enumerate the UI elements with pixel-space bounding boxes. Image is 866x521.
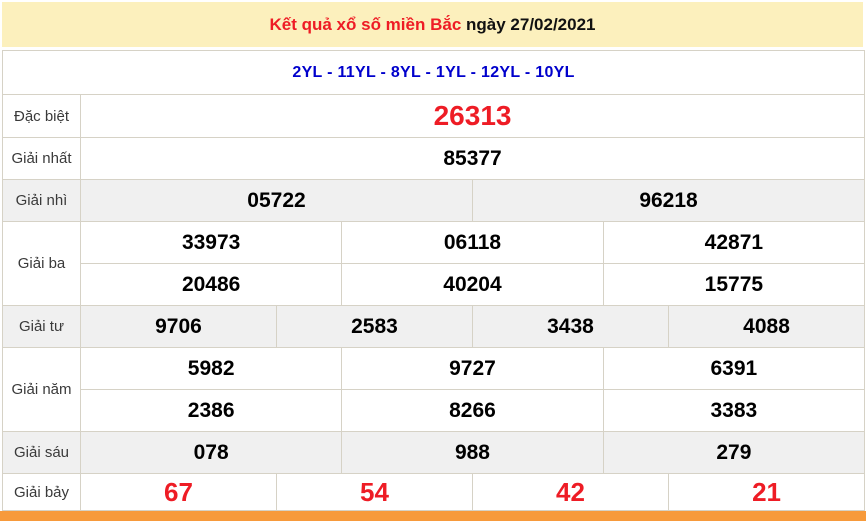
prize-number-giai-sau: 988 — [341, 431, 604, 475]
prize-number-dac-biet: 26313 — [79, 94, 866, 139]
prize-number-giai-nam: 2386 — [79, 389, 343, 433]
prize-row-giai-nhi: Giải nhì 05722 96218 — [2, 179, 866, 223]
prize-row-giai-bay: Giải bảy 67 54 42 21 — [2, 473, 866, 512]
prize-number-giai-sau: 078 — [79, 431, 343, 475]
prize-number-giai-bay: 67 — [80, 473, 277, 512]
prize-number-giai-bay: 54 — [275, 473, 473, 512]
prize-number-giai-nhat: 85377 — [79, 137, 866, 181]
page-title-date: ngày 27/02/2021 — [461, 14, 596, 34]
prize-row-giai-nhat: Giải nhất 85377 — [2, 137, 866, 181]
prize-number-giai-nam: 5982 — [79, 347, 343, 391]
prize-row-giai-nam-2: 2386 8266 3383 — [3, 389, 866, 433]
prize-number-giai-tu: 2583 — [275, 305, 473, 349]
prize-number-giai-ba: 15775 — [602, 263, 866, 307]
prize-row-dac-biet: Đặc biệt 26313 — [2, 94, 866, 139]
prize-number-giai-nam: 3383 — [602, 389, 866, 433]
lottery-signs: 2YL - 11YL - 8YL - 1YL - 12YL - 10YL — [1, 50, 866, 96]
prize-number-giai-tu: 3438 — [471, 305, 669, 349]
prize-number-giai-nhi: 05722 — [80, 179, 473, 223]
prize-number-giai-ba: 40204 — [341, 263, 604, 307]
results-table: 2YL - 11YL - 8YL - 1YL - 12YL - 10YL Đặc… — [1, 50, 866, 512]
prize-number-giai-tu: 9706 — [80, 305, 277, 349]
prize-row-giai-ba-2: 20486 40204 15775 — [3, 263, 866, 307]
prize-number-giai-nhi: 96218 — [471, 179, 866, 223]
prize-number-giai-nam: 9727 — [341, 347, 604, 391]
prize-number-giai-ba: 33973 — [79, 221, 343, 265]
results-table-body: 2YL - 11YL - 8YL - 1YL - 12YL - 10YL Đặc… — [1, 50, 866, 512]
prize-label-giai-ba: Giải ba — [2, 221, 81, 307]
prize-number-giai-bay: 21 — [667, 473, 866, 512]
prize-number-giai-nam: 6391 — [602, 347, 866, 391]
prize-label-giai-nam: Giải năm — [2, 347, 81, 433]
prize-number-giai-tu: 4088 — [667, 305, 866, 349]
page-title-region: Kết quả xổ số miền Bắc — [269, 14, 462, 34]
prize-number-giai-ba: 20486 — [79, 263, 343, 307]
prize-label-giai-bay: Giải bảy — [2, 473, 81, 512]
prize-row-giai-ba-1: Giải ba 33973 06118 42871 — [2, 221, 866, 307]
page-title: Kết quả xổ số miền Bắc ngày 27/02/2021 — [2, 2, 863, 48]
prize-row-giai-nam-1: Giải năm 5982 9727 6391 — [2, 347, 866, 433]
prize-row-giai-tu: Giải tư 9706 2583 3438 4088 — [2, 305, 866, 349]
prize-row-giai-sau: Giải sáu 078 988 279 — [2, 431, 866, 475]
signs-row: 2YL - 11YL - 8YL - 1YL - 12YL - 10YL — [1, 50, 866, 96]
prize-number-giai-ba: 42871 — [602, 221, 866, 265]
prize-number-giai-ba: 06118 — [341, 221, 604, 265]
prize-label-giai-tu: Giải tư — [2, 305, 81, 349]
prize-number-giai-nam: 8266 — [341, 389, 604, 433]
prize-number-giai-sau: 279 — [602, 431, 866, 475]
bottom-accent-bar — [0, 511, 866, 521]
prize-label-giai-nhat: Giải nhất — [2, 137, 81, 181]
prize-number-giai-bay: 42 — [471, 473, 669, 512]
prize-label-giai-nhi: Giải nhì — [2, 179, 81, 223]
prize-label-giai-sau: Giải sáu — [2, 431, 81, 475]
prize-label-dac-biet: Đặc biệt — [2, 94, 81, 139]
